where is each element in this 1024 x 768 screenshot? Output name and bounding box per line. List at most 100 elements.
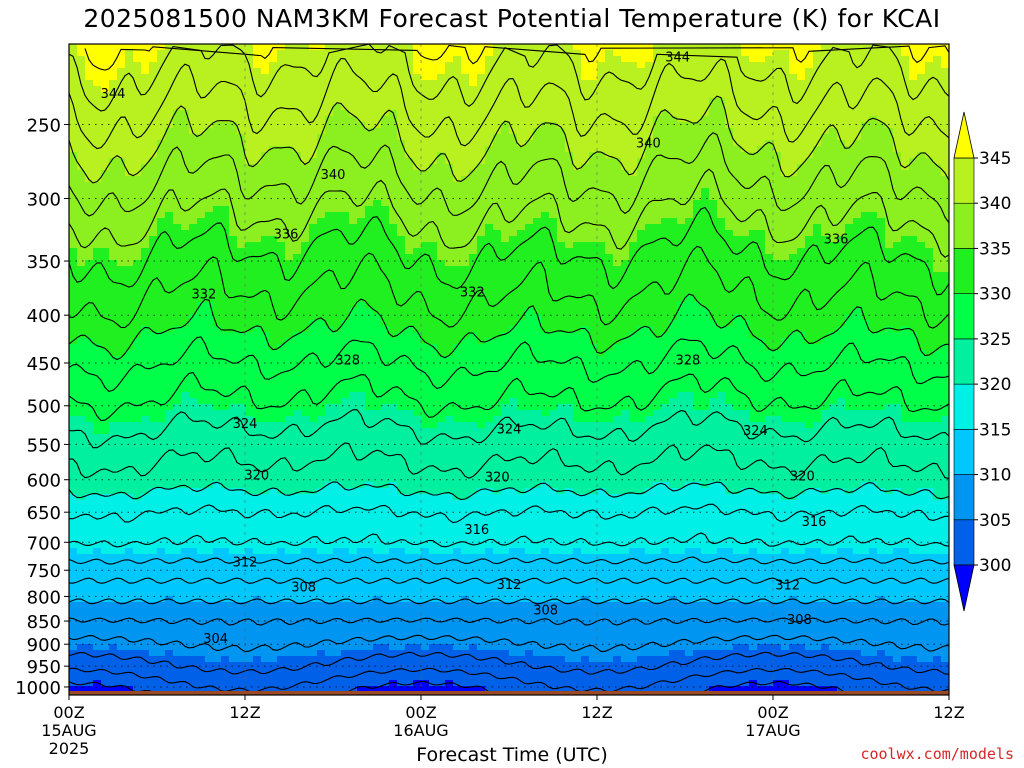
field-cell — [341, 662, 350, 669]
field-cell — [269, 410, 278, 417]
field-cell — [157, 344, 166, 351]
field-cell — [109, 182, 118, 189]
field-cell — [357, 554, 366, 561]
field-cell — [373, 134, 382, 141]
field-cell — [277, 128, 286, 135]
field-cell — [293, 224, 302, 231]
field-cell — [317, 86, 326, 93]
field-cell — [93, 386, 102, 393]
field-cell — [101, 470, 110, 477]
field-cell — [429, 572, 438, 579]
field-cell — [173, 680, 182, 687]
field-cell — [149, 200, 158, 207]
field-cell — [173, 458, 182, 465]
field-cell — [349, 380, 358, 387]
field-cell — [261, 416, 270, 423]
field-cell — [261, 44, 270, 51]
field-cell — [277, 80, 286, 87]
field-cell — [301, 320, 310, 327]
field-cell — [133, 476, 142, 483]
field-cell — [397, 350, 406, 357]
field-cell — [309, 92, 318, 99]
field-cell — [109, 476, 118, 483]
field-cell — [77, 614, 86, 621]
field-cell — [333, 236, 342, 243]
field-cell — [309, 68, 318, 75]
field-cell — [285, 344, 294, 351]
field-cell — [381, 386, 390, 393]
field-cell — [101, 98, 110, 105]
field-cell — [429, 392, 438, 399]
field-cell — [197, 422, 206, 429]
field-cell — [429, 56, 438, 63]
field-cell — [293, 668, 302, 675]
field-cell — [381, 392, 390, 399]
field-cell — [357, 344, 366, 351]
field-cell — [269, 224, 278, 231]
field-cell — [373, 230, 382, 237]
field-cell — [373, 206, 382, 213]
field-cell — [213, 98, 222, 105]
field-cell — [325, 110, 334, 117]
field-cell — [285, 86, 294, 93]
field-cell — [365, 680, 374, 687]
field-cell — [85, 380, 94, 387]
field-cell — [317, 632, 326, 639]
field-cell — [325, 98, 334, 105]
field-cell — [133, 488, 142, 495]
field-cell — [357, 524, 366, 531]
field-cell — [381, 500, 390, 507]
field-cell — [333, 602, 342, 609]
field-cell — [349, 98, 358, 105]
field-cell — [413, 686, 422, 693]
field-cell — [309, 674, 318, 681]
field-cell — [93, 410, 102, 417]
field-cell — [213, 200, 222, 207]
field-cell — [405, 584, 414, 591]
field-cell — [269, 278, 278, 285]
field-cell — [109, 608, 118, 615]
field-cell — [429, 212, 438, 219]
field-cell — [77, 638, 86, 645]
field-cell — [165, 302, 174, 309]
field-cell — [69, 260, 78, 267]
field-cell — [365, 170, 374, 177]
field-cell — [221, 458, 230, 465]
field-cell — [381, 614, 390, 621]
field-cell — [421, 530, 430, 537]
field-cell — [397, 686, 406, 693]
field-cell — [221, 542, 230, 549]
field-cell — [197, 326, 206, 333]
field-cell — [93, 470, 102, 477]
field-cell — [213, 656, 222, 663]
field-cell — [213, 578, 222, 585]
field-cell — [229, 176, 238, 183]
field-cell — [93, 512, 102, 519]
field-cell — [301, 530, 310, 537]
field-cell — [277, 62, 286, 69]
field-cell — [245, 674, 254, 681]
field-cell — [197, 560, 206, 567]
field-cell — [365, 140, 374, 147]
field-cell — [261, 86, 270, 93]
field-cell — [277, 86, 286, 93]
field-cell — [325, 500, 334, 507]
field-cell — [405, 308, 414, 315]
field-cell — [149, 608, 158, 615]
field-cell — [245, 374, 254, 381]
field-cell — [125, 584, 134, 591]
field-cell — [381, 278, 390, 285]
field-cell — [133, 452, 142, 459]
field-cell — [69, 230, 78, 237]
field-cell — [205, 152, 214, 159]
field-cell — [133, 350, 142, 357]
field-cell — [325, 608, 334, 615]
field-cell — [349, 512, 358, 519]
field-cell — [309, 542, 318, 549]
field-cell — [141, 590, 150, 597]
field-cell — [285, 302, 294, 309]
field-cell — [285, 572, 294, 579]
field-cell — [413, 332, 422, 339]
field-cell — [397, 200, 406, 207]
field-cell — [245, 560, 254, 567]
